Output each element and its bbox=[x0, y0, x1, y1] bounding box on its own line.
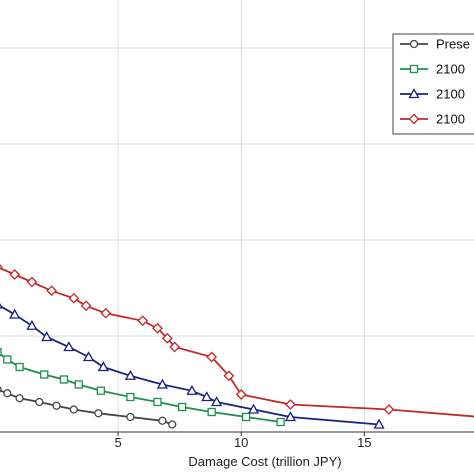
data-point-square bbox=[96, 386, 106, 395]
data-point-diamond bbox=[408, 113, 420, 125]
data-point-square bbox=[3, 355, 12, 364]
data-point-diamond bbox=[137, 315, 149, 327]
data-point-square bbox=[241, 412, 251, 422]
data-point-diamond bbox=[169, 341, 181, 353]
data-point-diamond bbox=[152, 322, 163, 334]
legend-label: 2100 bbox=[436, 87, 465, 102]
data-point-diamond bbox=[383, 404, 395, 415]
data-point-triangle bbox=[156, 378, 169, 389]
data-point-square bbox=[409, 64, 419, 74]
data-point-diamond bbox=[100, 307, 112, 319]
data-point-diamond bbox=[223, 370, 235, 382]
data-point-circle bbox=[409, 39, 419, 49]
x-tick-label: 15 bbox=[357, 435, 371, 450]
data-point-triangle bbox=[97, 361, 109, 372]
data-point-triangle bbox=[82, 351, 95, 362]
data-point-triangle bbox=[201, 391, 213, 402]
data-point-square bbox=[177, 402, 187, 412]
x-tick-label: 10 bbox=[234, 435, 248, 450]
data-point-triangle bbox=[9, 308, 21, 319]
data-point-triangle bbox=[284, 411, 297, 422]
data-point-circle bbox=[158, 416, 167, 425]
data-point-square bbox=[126, 392, 135, 402]
data-point-triangle bbox=[124, 369, 137, 380]
data-point-triangle bbox=[63, 341, 75, 352]
data-point-circle bbox=[52, 401, 61, 410]
data-point-circle bbox=[126, 412, 135, 422]
data-point-circle bbox=[168, 420, 177, 429]
x-tick-labels: 5101520 bbox=[114, 432, 372, 450]
data-point-triangle bbox=[41, 331, 53, 342]
data-point-triangle bbox=[26, 319, 38, 330]
data-point-square bbox=[59, 375, 69, 384]
data-point-square bbox=[40, 370, 49, 379]
data-point-diamond bbox=[161, 332, 173, 344]
data-point-triangle bbox=[210, 396, 223, 407]
data-point-square bbox=[74, 380, 83, 389]
legend-label: Prese bbox=[436, 37, 470, 52]
data-point-circle bbox=[15, 394, 24, 403]
data-point-diamond bbox=[0, 264, 3, 270]
series-line-1 bbox=[0, 389, 173, 426]
gridlines bbox=[0, 0, 474, 433]
data-point-diamond bbox=[26, 276, 38, 288]
markers-layer bbox=[0, 264, 395, 429]
data-point-diamond bbox=[285, 399, 296, 410]
x-axis-title: Damage Cost (trillion JPY) bbox=[188, 454, 341, 469]
data-point-square bbox=[0, 347, 2, 357]
legend-label: 2100 bbox=[436, 62, 465, 77]
data-point-circle bbox=[35, 397, 44, 407]
data-point-square bbox=[207, 407, 216, 417]
data-point-circle bbox=[0, 386, 2, 393]
legend-box bbox=[392, 33, 474, 135]
data-point-circle bbox=[3, 389, 12, 398]
data-point-triangle bbox=[408, 88, 420, 99]
x-tick-label: 5 bbox=[114, 435, 121, 450]
data-point-triangle bbox=[373, 418, 385, 429]
data-point-square bbox=[276, 417, 285, 427]
data-point-diamond bbox=[46, 285, 58, 297]
data-point-diamond bbox=[9, 269, 21, 280]
data-point-circle bbox=[94, 409, 103, 418]
data-point-square bbox=[153, 397, 162, 407]
data-point-triangle bbox=[247, 403, 260, 414]
data-point-triangle bbox=[186, 384, 198, 395]
data-point-diamond bbox=[80, 300, 92, 312]
data-point-diamond bbox=[68, 292, 80, 304]
data-point-diamond bbox=[206, 351, 218, 363]
data-point-triangle bbox=[0, 303, 4, 309]
legend: Prese 2100 2100 2100 bbox=[392, 33, 474, 135]
data-point-circle bbox=[69, 405, 78, 414]
data-point-diamond bbox=[235, 389, 247, 400]
legend-label: 2100 bbox=[436, 112, 465, 127]
data-point-square bbox=[15, 362, 24, 372]
